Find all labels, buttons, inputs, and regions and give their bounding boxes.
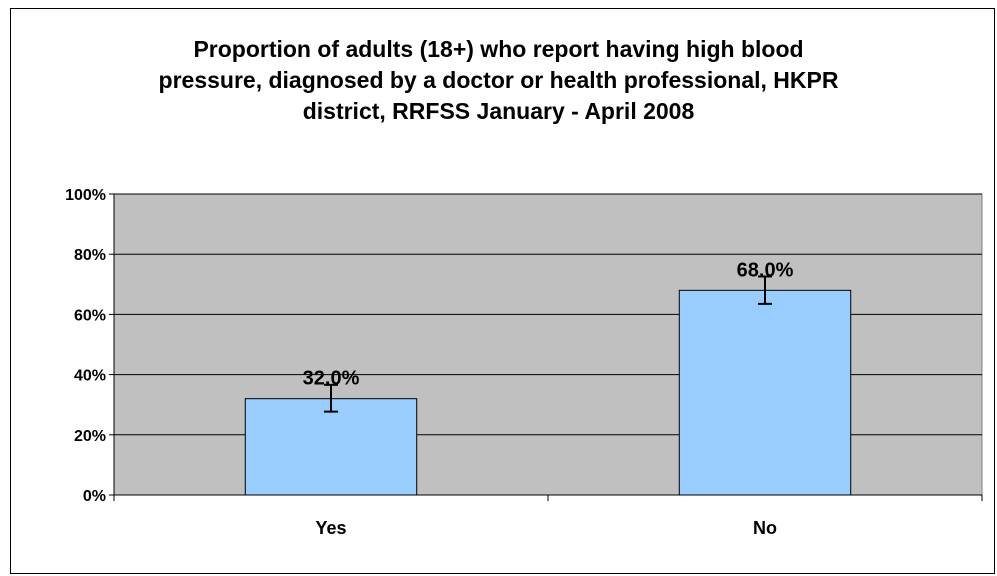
data-label-no: 68.0%: [737, 259, 794, 281]
data-label-yes: 32.0%: [303, 368, 360, 390]
category-label-yes: Yes: [315, 518, 346, 538]
category-label-no: No: [753, 518, 777, 538]
plot-area: [113, 193, 983, 496]
chart-title-line-2: pressure, diagnosed by a doctor or healt…: [158, 67, 839, 93]
y-tick-label-60: 60%: [74, 307, 106, 324]
chart-title-line-1: Proportion of adults (18+) who report ha…: [193, 36, 804, 62]
bar-no: [678, 289, 852, 496]
y-tick-label-20: 20%: [74, 428, 106, 445]
y-tick-label-0: 0%: [83, 488, 106, 505]
bar-yes: [244, 398, 418, 496]
chart-title: Proportion of adults (18+) who report ha…: [0, 34, 997, 127]
y-tick-label-80: 80%: [74, 247, 106, 264]
chart-title-line-3: district, RRFSS January - April 2008: [302, 98, 695, 124]
y-tick-label-40: 40%: [74, 368, 106, 385]
y-tick-label-100: 100%: [65, 187, 106, 204]
